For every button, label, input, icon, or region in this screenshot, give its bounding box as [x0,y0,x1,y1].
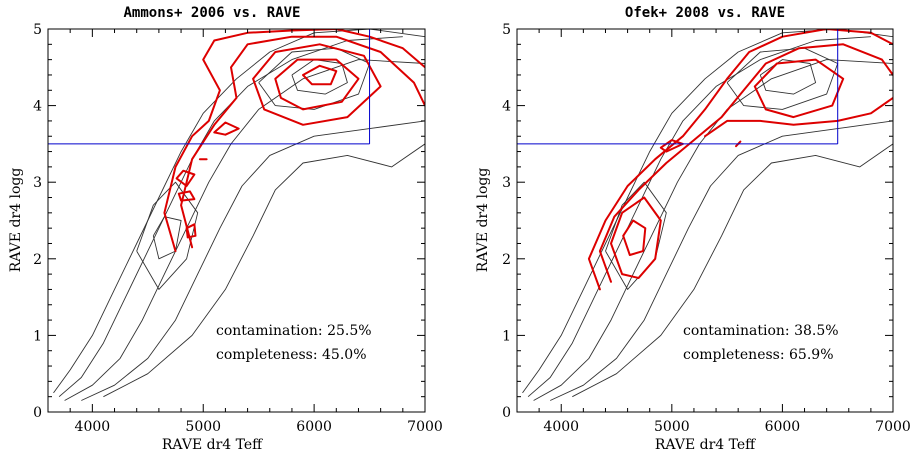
y-tick-label: 2 [33,252,42,268]
gray-contour-2 [533,59,893,401]
axis-ticks [47,28,426,413]
y-tick-label: 3 [502,175,511,191]
gray-contour-7 [258,47,371,110]
gray-contour-3 [81,120,425,401]
red-contour-8 [213,121,240,136]
panel-title: Ammons+ 2006 vs. RAVE [123,5,300,21]
contamination-annotation: contamination: 38.5% [683,323,839,339]
y-tick-label: 2 [502,252,511,268]
red-contour-1 [598,43,893,283]
gray-contour-2 [64,59,425,401]
gray-contour-6 [152,216,182,260]
red-contour-3 [274,58,360,111]
red-contour-1 [180,35,425,249]
gray-contour-4 [572,143,893,398]
x-axis-label: RAVE dr4 Teff [655,437,756,453]
y-tick-label: 4 [33,99,42,115]
x-tick-label: 4000 [75,419,111,435]
panel-title: Ofek+ 2008 vs. RAVE [625,5,785,21]
y-tick-label: 0 [502,405,511,421]
y-axis-label: RAVE dr4 logg [475,168,491,273]
red-contour-0 [587,29,893,291]
red-contour-5 [175,169,196,187]
red-contours [163,29,425,253]
completeness-annotation: completeness: 45.0% [216,347,367,363]
red-contours [587,29,893,291]
gray-contour-1 [527,36,871,398]
red-contour-3 [622,219,647,256]
selection-box [48,29,371,145]
y-tick-label: 1 [502,328,511,344]
red-contour-2 [252,43,382,126]
y-tick-label: 4 [502,99,511,115]
axis-ticks [516,28,894,413]
x-axis-label: RAVE dr4 Teff [162,437,263,453]
gray-contour-8 [291,59,348,95]
completeness-annotation: completeness: 65.9% [683,347,834,363]
y-axis-label: RAVE dr4 logg [8,168,24,273]
y-tick-label: 5 [502,22,511,38]
red-contour-0 [163,29,425,253]
gray-contour-1 [58,36,403,398]
red-contour-7 [185,223,197,239]
red-contour-4 [753,58,845,119]
x-tick-label: 5000 [185,419,221,435]
gray-contour-6 [726,47,839,110]
plot-frame [47,28,426,413]
plot-frame [516,28,894,413]
gray-contour-4 [103,143,425,398]
contamination-annotation: contamination: 25.5% [216,323,372,339]
gray-contour-3 [550,120,893,401]
y-tick-label: 1 [33,328,42,344]
x-tick-label: 5000 [654,419,690,435]
red-contour-2 [610,196,662,279]
y-tick-label: 0 [33,405,42,421]
selection-box [517,29,839,145]
y-tick-label: 5 [33,22,42,38]
red-contour-5 [704,96,893,138]
x-tick-label: 7000 [875,419,911,435]
red-contour-6 [177,190,196,202]
x-tick-label: 4000 [543,419,579,435]
gray-contour-7 [759,59,817,95]
red-contour-4 [302,64,338,86]
x-tick-label: 6000 [296,419,332,435]
gray-contour-5 [605,181,667,290]
panel-ofek: Ofek+ 2008 vs. RAVE 4000 5000 6000 7000 0 1 2 3… [475,5,911,453]
y-tick-label: 3 [33,175,42,191]
tick-labels: 4000 5000 6000 7000 0 1 2 3 4 5 [33,22,443,435]
x-tick-label: 7000 [407,419,443,435]
gray-contour-5 [136,181,199,290]
tick-labels: 4000 5000 6000 7000 0 1 2 3 4 5 [502,22,911,435]
x-tick-label: 6000 [765,419,801,435]
panel-ammons: Ammons+ 2006 vs. RAVE 4000 5000 6000 7000 0 1… [8,5,443,453]
